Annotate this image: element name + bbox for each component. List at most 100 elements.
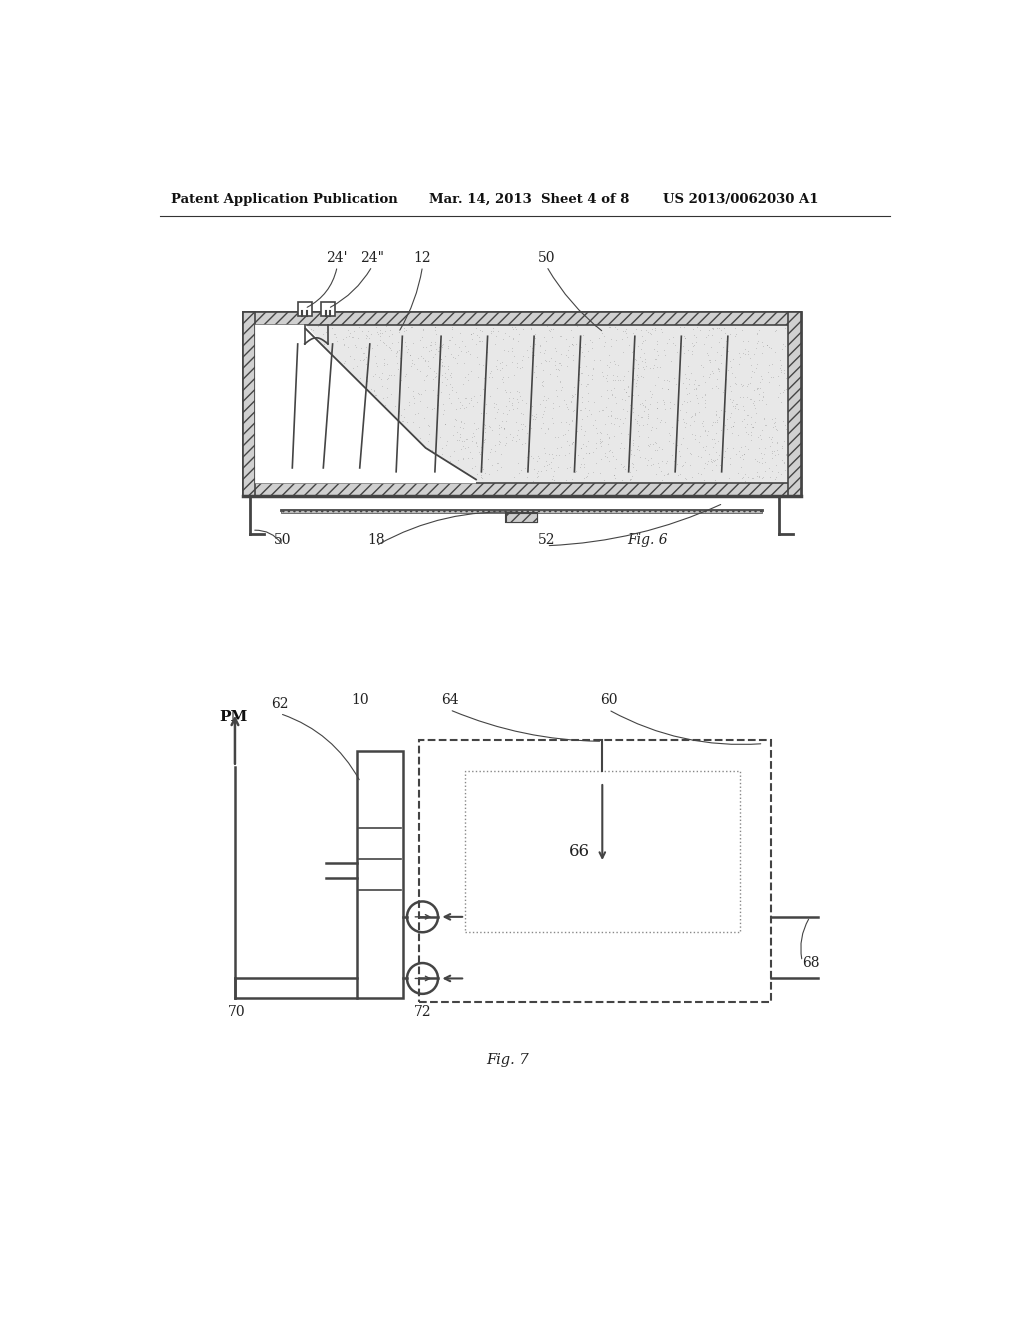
Point bbox=[685, 379, 701, 400]
Point bbox=[495, 329, 511, 350]
Point bbox=[314, 355, 331, 376]
Point bbox=[377, 446, 393, 467]
Point bbox=[551, 359, 567, 380]
Point bbox=[302, 455, 318, 477]
Point bbox=[442, 367, 459, 388]
Point bbox=[351, 451, 368, 473]
Point bbox=[466, 426, 482, 447]
Point bbox=[514, 356, 530, 378]
Point bbox=[700, 348, 717, 370]
Point bbox=[685, 411, 701, 432]
Point bbox=[537, 385, 553, 407]
Point bbox=[744, 467, 761, 488]
Point bbox=[478, 329, 495, 350]
Point bbox=[294, 317, 310, 338]
Point bbox=[709, 454, 725, 475]
Point bbox=[626, 333, 642, 354]
Point bbox=[444, 424, 461, 445]
Point bbox=[283, 322, 299, 343]
Point bbox=[642, 434, 658, 455]
Point bbox=[588, 437, 604, 458]
Point bbox=[259, 436, 275, 457]
Point bbox=[276, 411, 293, 432]
Point bbox=[403, 434, 420, 455]
Point bbox=[434, 454, 451, 475]
Point bbox=[706, 450, 722, 471]
Point bbox=[408, 428, 424, 449]
Point bbox=[558, 355, 574, 376]
Point bbox=[601, 356, 617, 378]
Point bbox=[648, 463, 665, 484]
Point bbox=[260, 458, 276, 479]
Point bbox=[565, 400, 582, 421]
Point bbox=[339, 469, 355, 490]
Point bbox=[538, 459, 554, 480]
Point bbox=[335, 418, 351, 440]
Point bbox=[334, 383, 350, 404]
Point bbox=[703, 318, 720, 339]
Point bbox=[357, 401, 374, 422]
Point bbox=[774, 381, 791, 403]
Point bbox=[567, 462, 584, 483]
Point bbox=[329, 444, 345, 465]
Point bbox=[658, 451, 675, 473]
Point bbox=[665, 326, 681, 347]
Point bbox=[302, 358, 318, 379]
Point bbox=[473, 441, 489, 462]
Point bbox=[682, 414, 698, 436]
Point bbox=[314, 467, 331, 488]
Point bbox=[422, 470, 438, 491]
Point bbox=[390, 331, 407, 352]
Point bbox=[736, 343, 753, 364]
Point bbox=[464, 447, 480, 469]
Point bbox=[415, 337, 431, 358]
Point bbox=[513, 350, 529, 371]
Point bbox=[660, 462, 677, 483]
Point bbox=[731, 354, 748, 375]
Text: 12: 12 bbox=[414, 251, 431, 264]
Point bbox=[456, 352, 472, 374]
Point bbox=[304, 458, 321, 479]
Point bbox=[253, 374, 269, 395]
Point bbox=[362, 454, 379, 475]
Point bbox=[435, 451, 452, 473]
Point bbox=[445, 440, 462, 461]
Point bbox=[563, 387, 580, 408]
Point bbox=[701, 351, 718, 372]
Text: 18: 18 bbox=[368, 533, 385, 548]
Point bbox=[480, 367, 497, 388]
Point bbox=[641, 436, 657, 457]
Point bbox=[564, 430, 581, 451]
Point bbox=[727, 317, 743, 338]
Point bbox=[335, 327, 351, 348]
Point bbox=[636, 342, 652, 363]
Point bbox=[292, 408, 308, 429]
Point bbox=[769, 440, 785, 461]
Point bbox=[631, 440, 647, 461]
Point bbox=[733, 436, 750, 457]
Point bbox=[681, 368, 697, 389]
Point bbox=[640, 426, 656, 447]
Point bbox=[776, 335, 793, 356]
Point bbox=[586, 350, 602, 371]
Point bbox=[629, 438, 645, 459]
Point bbox=[388, 424, 404, 445]
Point bbox=[748, 358, 764, 379]
Point bbox=[542, 321, 558, 342]
Point bbox=[692, 426, 709, 447]
Point bbox=[586, 391, 602, 412]
Point bbox=[732, 387, 749, 408]
Point bbox=[460, 370, 476, 391]
Point bbox=[646, 432, 663, 453]
Point bbox=[647, 348, 664, 370]
Point bbox=[761, 466, 777, 487]
Point bbox=[470, 418, 486, 440]
Point bbox=[331, 351, 347, 372]
Point bbox=[410, 383, 426, 404]
Point bbox=[319, 411, 336, 432]
Point bbox=[376, 355, 392, 376]
Point bbox=[271, 317, 288, 338]
Point bbox=[280, 370, 296, 391]
Point bbox=[379, 422, 395, 444]
Point bbox=[298, 342, 314, 363]
